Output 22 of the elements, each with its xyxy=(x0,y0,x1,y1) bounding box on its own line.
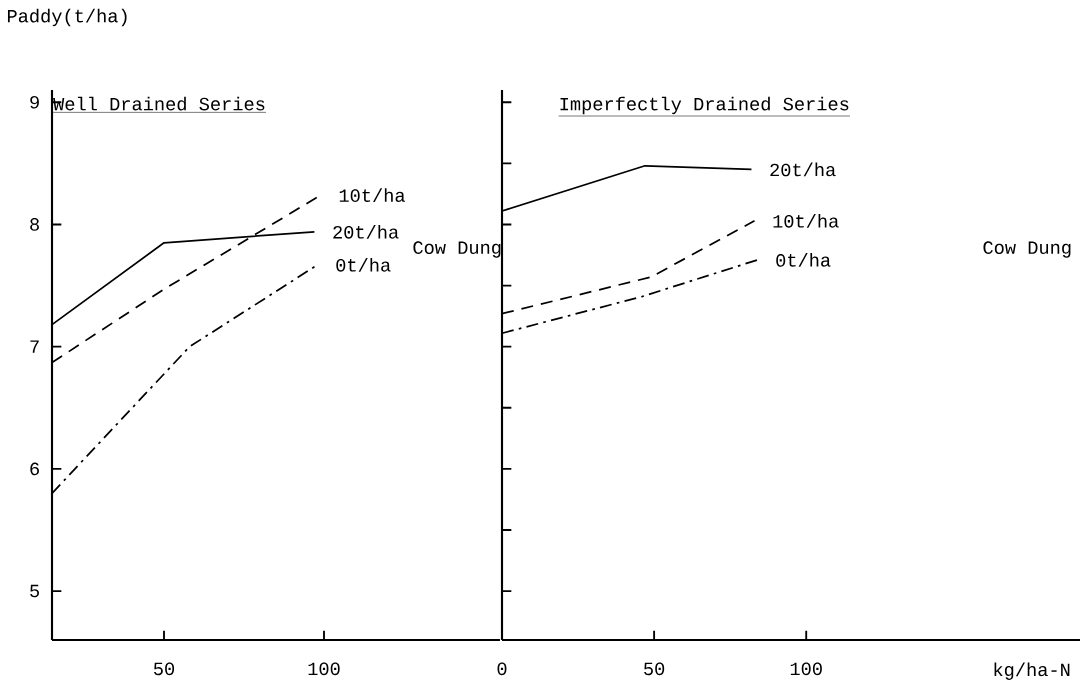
y-tick-label: 6 xyxy=(30,462,39,476)
chart-title: Imperfectly Drained Series xyxy=(560,96,849,115)
y-tick-label: 7 xyxy=(30,340,39,353)
x-tick-label: 100 xyxy=(790,662,822,676)
y-axis-title: Paddy(t/ha) xyxy=(7,8,127,27)
x-tick-label: 50 xyxy=(644,662,665,676)
series-label: 0t/ha xyxy=(336,257,391,272)
y-tick-label: 5 xyxy=(30,584,39,598)
y-tick-label: 9 xyxy=(30,95,39,109)
series-label: 20t/ha xyxy=(770,162,836,177)
x-tick-label: 100 xyxy=(308,662,340,676)
x-tick-label: 0 xyxy=(497,662,507,676)
series-label: 0t/ha xyxy=(776,253,831,267)
chart-title: Well Drained Series xyxy=(53,96,265,111)
series-label: 10t/ha xyxy=(773,213,839,228)
series-label: 20t/ha xyxy=(333,224,399,239)
series-label: 10t/ha xyxy=(339,188,405,202)
legend-title: Cow Dung xyxy=(413,241,501,258)
x-tick-label: 50 xyxy=(153,662,175,676)
x-axis-title: kg/ha-N xyxy=(994,662,1070,680)
y-tick-label: 8 xyxy=(30,218,39,231)
legend-title: Cow Dung xyxy=(983,241,1071,258)
